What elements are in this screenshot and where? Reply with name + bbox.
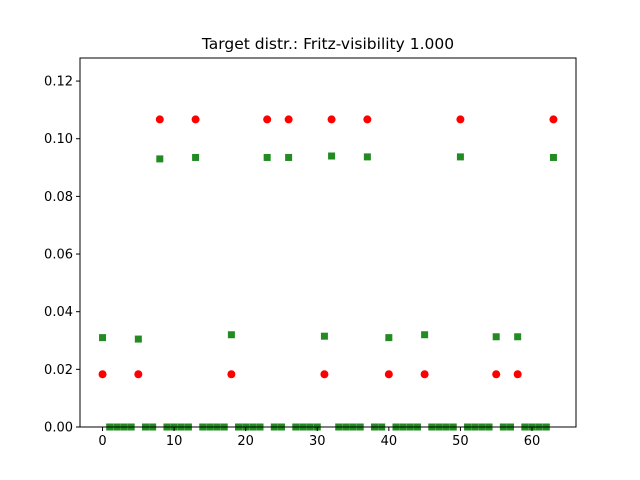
data-point-circle [227,370,236,379]
y-tick-label: 0.00 [44,421,73,436]
x-tick-label: 0 [98,434,106,449]
y-tick-label: 0.04 [44,305,73,320]
data-point-circle [263,115,272,124]
data-point-square [385,334,393,342]
y-tick-label: 0.06 [44,248,73,263]
data-point-circle [284,115,293,124]
data-point-square [514,333,522,341]
plot-frame [79,57,577,428]
chart-title: Target distr.: Fritz-visibility 1.000 [201,35,454,53]
data-point-square [549,153,557,161]
data-point-circle [363,115,372,124]
x-tick-label: 20 [237,434,254,449]
data-point-square [328,152,336,160]
data-point-circle [513,370,522,379]
x-tick-label: 30 [309,434,326,449]
data-point-square [320,332,328,340]
axes: 0 10 20 30 40 50 60 0.00 0.02 0.04 0.06 0.08 0.10 0.1… [44,57,577,449]
data-point-circle [492,370,501,379]
data-point-circle [155,115,164,124]
x-tick-label: 60 [524,434,541,449]
data-point-square [99,334,107,342]
plot-marks [98,115,558,431]
data-point-square [421,331,429,339]
data-point-circle [456,115,465,124]
data-point-circle [420,370,429,379]
data-point-circle [134,370,143,379]
y-tick-label: 0.12 [44,75,73,90]
x-tick-label: 40 [381,434,398,449]
y-tick-label: 0.02 [44,363,73,378]
data-point-square [263,153,271,161]
x-tick-label: 10 [166,434,183,449]
data-point-square [227,331,235,339]
data-point-circle [549,115,558,124]
x-tick-label: 50 [452,434,469,449]
data-point-square [192,153,200,161]
data-point-square [363,153,371,161]
data-point-circle [98,370,107,379]
data-point-circle [327,115,336,124]
data-point-square [456,153,464,161]
y-tick-label: 0.08 [44,190,73,205]
data-point-square [156,155,164,163]
data-point-circle [191,115,200,124]
data-point-square [134,335,142,343]
data-point-square [492,333,500,341]
data-point-circle [320,370,329,379]
data-point-square [285,153,293,161]
y-tick-label: 0.10 [44,132,73,147]
data-point-circle [384,370,393,379]
